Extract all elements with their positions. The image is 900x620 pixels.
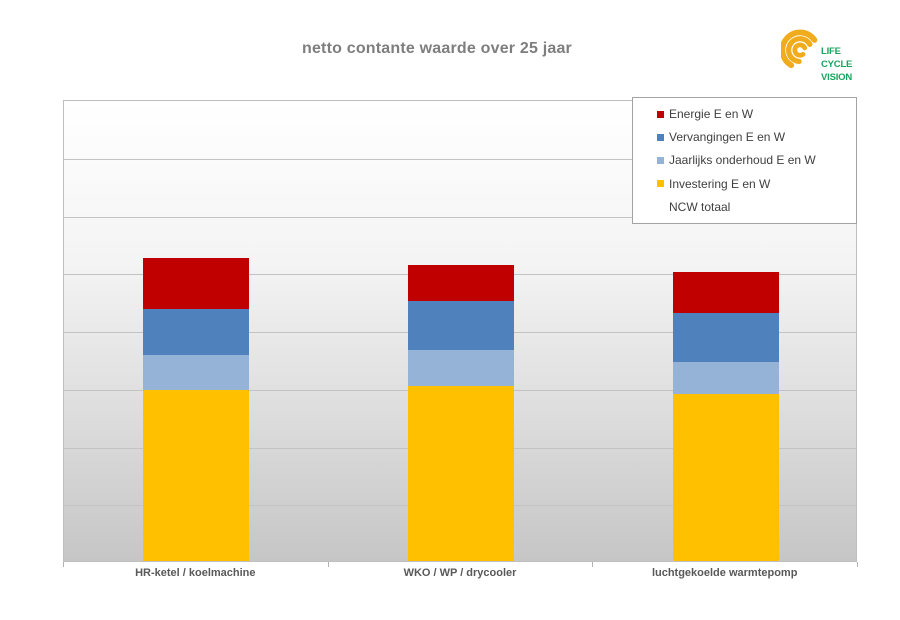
gridline xyxy=(64,216,856,218)
bar-segment xyxy=(672,361,779,395)
bar-segment xyxy=(408,386,514,561)
bar-segment xyxy=(143,257,250,309)
logo-text: LIFE CYCLE VISION xyxy=(821,45,852,84)
logo-text-line: LIFE xyxy=(821,46,841,57)
x-axis-tick xyxy=(857,562,858,567)
legend-item-label: Jaarlijks onderhoud E en W xyxy=(669,153,816,168)
bar-segment xyxy=(408,265,514,302)
bar-segment xyxy=(672,394,779,561)
legend-item-label: Investering E en W xyxy=(669,176,771,191)
legend-marker-icon xyxy=(657,180,664,188)
bar-segment xyxy=(408,349,514,386)
bar-stack xyxy=(408,265,514,561)
bar-segment xyxy=(143,389,250,561)
bar-stack xyxy=(672,272,779,561)
x-axis-tick xyxy=(63,562,64,567)
bar-segment xyxy=(672,272,779,314)
legend-marker-icon xyxy=(657,133,664,141)
legend-item-label: NCW totaal xyxy=(669,199,731,214)
legend-item-label: Vervangingen E en W xyxy=(669,130,786,145)
legend-item: Investering E en W xyxy=(657,177,856,191)
x-axis-tick xyxy=(592,562,594,567)
logo-text-line: VISION xyxy=(821,72,853,83)
legend: Energie E en W Vervangingen E en W Jaarlij… xyxy=(632,97,857,224)
bar-segment xyxy=(143,308,250,356)
bar-stack xyxy=(143,257,250,561)
bar-segment xyxy=(408,301,514,350)
x-axis-tick xyxy=(327,562,329,567)
legend-item: Vervangingen E en W xyxy=(657,130,856,144)
bar-segment xyxy=(672,313,779,362)
bar-segment xyxy=(143,355,250,390)
legend-item: NCW totaal xyxy=(657,200,856,214)
life-cycle-vision-logo: LIFE CYCLE VISION xyxy=(779,25,852,84)
legend-marker-icon xyxy=(657,156,664,164)
legend-item: Energie E en W xyxy=(657,107,856,121)
x-axis-label: luchtgekoelde warmtepomp xyxy=(651,567,798,579)
x-axis-label: WKO / WP / drycooler xyxy=(403,567,517,579)
gridline xyxy=(64,158,856,160)
legend-item-label: Energie E en W xyxy=(669,107,754,122)
chart-title: netto contante waarde over 25 jaar xyxy=(301,40,572,57)
logo-arcs-icon xyxy=(779,25,819,82)
legend-item: Jaarlijks onderhoud E en W xyxy=(657,153,856,167)
logo-text-line: CYCLE xyxy=(821,59,853,70)
x-axis-label: HR-ketel / koelmachine xyxy=(135,567,256,579)
legend-marker-icon xyxy=(657,110,664,118)
